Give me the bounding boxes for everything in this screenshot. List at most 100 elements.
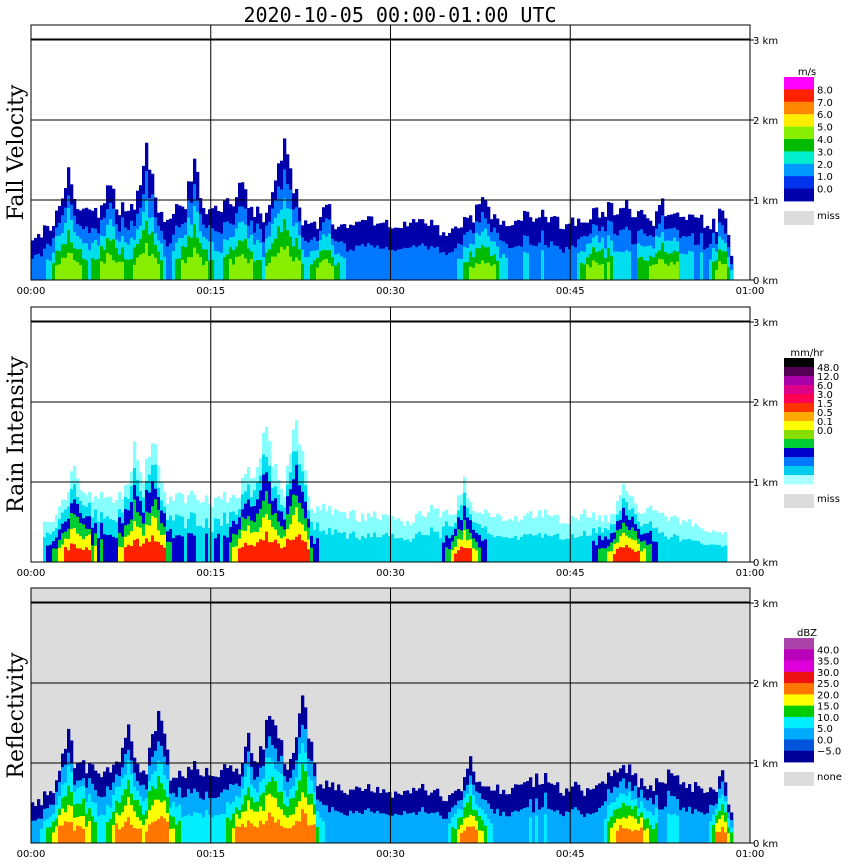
- echo-column: [670, 814, 674, 843]
- echo-column: [70, 543, 74, 562]
- echo-column: [79, 248, 83, 280]
- echo-column: [556, 533, 560, 562]
- echo-column: [628, 547, 632, 562]
- echo-column: [667, 813, 671, 843]
- echo-column: [394, 538, 398, 562]
- echo-column: [274, 822, 278, 843]
- echo-column: [361, 536, 365, 562]
- echo-column: [589, 267, 593, 280]
- echo-column: [58, 264, 62, 280]
- echo-column: [274, 256, 278, 280]
- echo-column: [310, 804, 314, 843]
- echo-column: [181, 536, 185, 562]
- echo-column: [460, 832, 464, 843]
- echo-column: [223, 813, 227, 843]
- echo-column: [112, 260, 116, 280]
- echo-column: [427, 813, 431, 843]
- echo-column: [97, 816, 101, 843]
- echo-column: [463, 830, 467, 843]
- colorbar-swatch: [784, 101, 814, 115]
- echo-column: [721, 546, 725, 562]
- echo-column: [205, 261, 209, 280]
- echo-column: [481, 260, 485, 280]
- echo-column: [532, 245, 536, 280]
- colorbar-swatch: [784, 412, 814, 422]
- echo-column: [478, 815, 482, 843]
- echo-column: [391, 815, 395, 843]
- echo-column: [52, 548, 56, 562]
- echo-column: [226, 537, 230, 562]
- colorbar-level-label: 20.0: [817, 690, 839, 701]
- echo-column: [214, 815, 218, 843]
- echo-column: [118, 829, 122, 843]
- echo-column: [100, 539, 104, 562]
- echo-column: [178, 535, 182, 562]
- echo-column: [349, 249, 353, 280]
- echo-column: [379, 537, 383, 562]
- x-tick-label: 01:00: [736, 286, 765, 297]
- echo-column: [382, 534, 386, 562]
- echo-column: [631, 549, 635, 562]
- echo-column: [37, 818, 41, 843]
- echo-column: [256, 827, 260, 843]
- echo-column: [388, 249, 392, 280]
- colorbar-level-label: 35.0: [817, 657, 839, 668]
- echo-column: [232, 264, 236, 280]
- echo-column: [121, 827, 125, 843]
- echo-column: [433, 812, 437, 843]
- y-tick-label: 2 km: [753, 679, 778, 690]
- echo-column: [214, 250, 218, 280]
- echo-column: [166, 821, 170, 843]
- echo-column: [121, 547, 125, 562]
- echo-column: [571, 245, 575, 280]
- echo-column: [592, 813, 596, 843]
- echo-column: [91, 527, 95, 562]
- echo-column: [322, 821, 326, 843]
- echo-column: [130, 546, 134, 562]
- echo-column: [406, 248, 410, 280]
- echo-column: [112, 824, 116, 843]
- echo-column: [307, 256, 311, 280]
- echo-column: [196, 253, 200, 280]
- x-tick-label: 00:45: [556, 849, 585, 860]
- echo-column: [31, 820, 35, 843]
- echo-column: [376, 810, 380, 843]
- echo-column: [133, 247, 137, 280]
- echo-column: [169, 243, 173, 280]
- echo-column: [565, 811, 569, 843]
- echo-column: [451, 826, 455, 843]
- echo-column: [334, 810, 338, 843]
- echo-column: [598, 807, 602, 843]
- echo-column: [691, 540, 695, 562]
- echo-column: [625, 545, 629, 562]
- echo-column: [499, 257, 503, 280]
- echo-column: [208, 527, 212, 562]
- echo-column: [220, 525, 224, 562]
- figure-title: 2020-10-05 00:00-01:00 UTC: [243, 3, 556, 27]
- echo-column: [634, 244, 638, 280]
- echo-column: [79, 826, 83, 843]
- echo-column: [436, 531, 440, 562]
- echo-column: [718, 832, 722, 843]
- echo-column: [184, 528, 188, 562]
- x-tick-label: 00:15: [196, 568, 225, 579]
- echo-column: [274, 539, 278, 562]
- echo-column: [451, 550, 455, 562]
- y-tick-label: 3 km: [753, 318, 778, 329]
- echo-column: [337, 262, 341, 280]
- colorbar-level-label: 5.0: [817, 123, 833, 134]
- echo-column: [388, 815, 392, 843]
- echo-column: [142, 543, 146, 562]
- colorbar-level-label: 5.0: [817, 724, 833, 735]
- echo-column: [442, 542, 446, 562]
- echo-column: [409, 541, 413, 562]
- echo-column: [103, 815, 107, 843]
- echo-column: [580, 535, 584, 562]
- echo-column: [355, 245, 359, 280]
- echo-column: [88, 821, 92, 843]
- echo-column: [88, 250, 92, 280]
- plot-frame: [30, 306, 751, 563]
- echo-column: [361, 814, 365, 843]
- echo-column: [697, 244, 701, 280]
- echo-column: [280, 246, 284, 280]
